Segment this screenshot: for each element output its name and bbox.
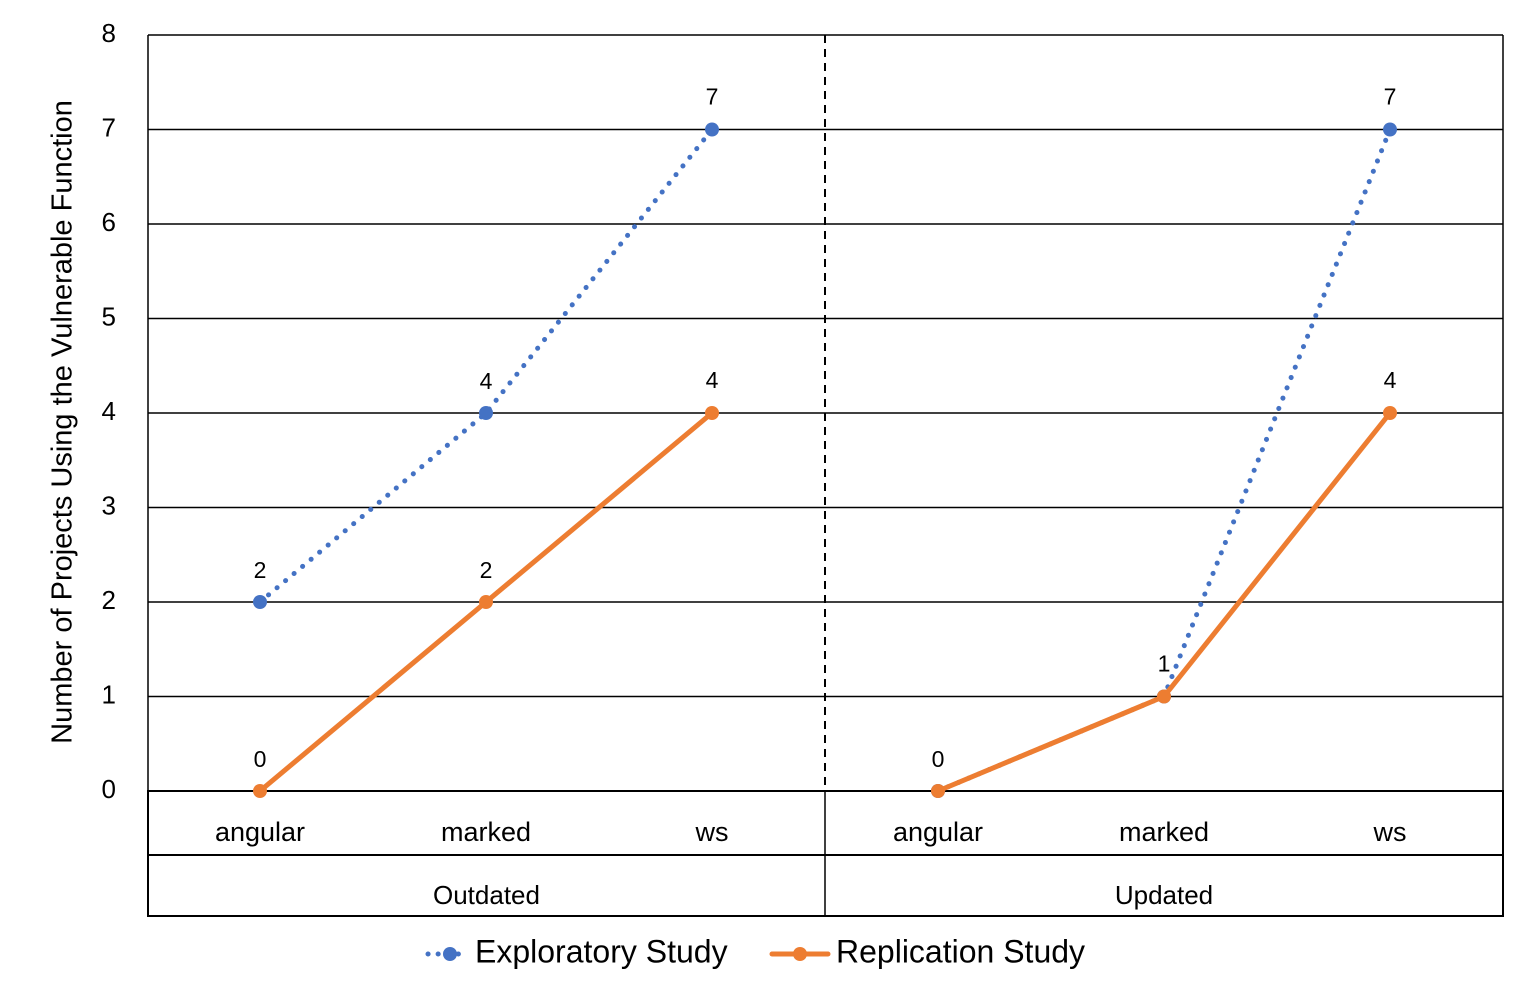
- data-label: 1: [1158, 651, 1171, 677]
- x-category-label: angular: [893, 817, 983, 847]
- exploratory-study-point: [479, 406, 493, 420]
- legend-swatch-marker: [793, 947, 807, 961]
- legend-label: Exploratory Study: [475, 933, 728, 969]
- data-label: 4: [706, 367, 719, 393]
- y-tick-label: 0: [102, 774, 116, 804]
- gridlines: [147, 34, 1504, 792]
- category-axis-box: [147, 790, 1504, 917]
- replication-study-point: [1383, 406, 1397, 420]
- y-tick-label: 5: [102, 301, 116, 331]
- legend-swatch-marker: [443, 947, 457, 961]
- legend: Exploratory Study Replication Study: [425, 933, 1085, 969]
- exploratory-study-point: [253, 595, 267, 609]
- y-tick-label: 2: [102, 585, 116, 615]
- x-group-label: Updated: [1115, 880, 1213, 910]
- x-category-label: ws: [695, 817, 729, 847]
- data-label: 4: [1384, 367, 1397, 393]
- data-label: 0: [254, 746, 267, 772]
- y-tick-label: 1: [102, 679, 116, 709]
- legend-label: Replication Study: [836, 933, 1085, 969]
- data-label: 2: [254, 557, 267, 583]
- data-label: 4: [480, 368, 493, 394]
- x-category-label: angular: [215, 817, 305, 847]
- replication-study-point: [705, 406, 719, 420]
- exploratory-study-point: [705, 122, 719, 137]
- group-labels: Outdated Updated: [433, 880, 1213, 910]
- replication-study-point: [479, 595, 493, 609]
- y-tick-label: 4: [102, 396, 116, 426]
- x-group-label: Outdated: [433, 880, 540, 910]
- y-axis-title: Number of Projects Using the Vulnerable …: [47, 100, 79, 744]
- y-tick-label: 8: [102, 18, 116, 48]
- replication-study-point: [931, 784, 945, 798]
- data-label: 0: [932, 746, 945, 772]
- data-label: 2: [480, 557, 493, 583]
- x-category-label: ws: [1373, 817, 1407, 847]
- data-labels: 2 4 7 1 7 0 2 4 0 4: [254, 84, 1397, 773]
- data-label: 7: [1384, 84, 1397, 110]
- y-tick-label: 6: [102, 207, 116, 237]
- replication-study-point: [253, 784, 267, 798]
- x-category-label: marked: [1119, 817, 1209, 847]
- category-labels: angular marked ws angular marked ws: [215, 817, 1407, 847]
- x-category-label: marked: [441, 817, 531, 847]
- y-tick-labels: 0 1 2 3 4 5 6 7 8: [102, 18, 116, 804]
- y-tick-label: 3: [102, 490, 116, 520]
- data-label: 7: [706, 84, 719, 110]
- series-lines: [253, 122, 1397, 798]
- exploratory-study-point: [1383, 122, 1397, 137]
- exploratory-study-line-outdated: [257, 127, 715, 605]
- replication-study-point: [1157, 689, 1171, 704]
- y-tick-label: 7: [102, 112, 116, 142]
